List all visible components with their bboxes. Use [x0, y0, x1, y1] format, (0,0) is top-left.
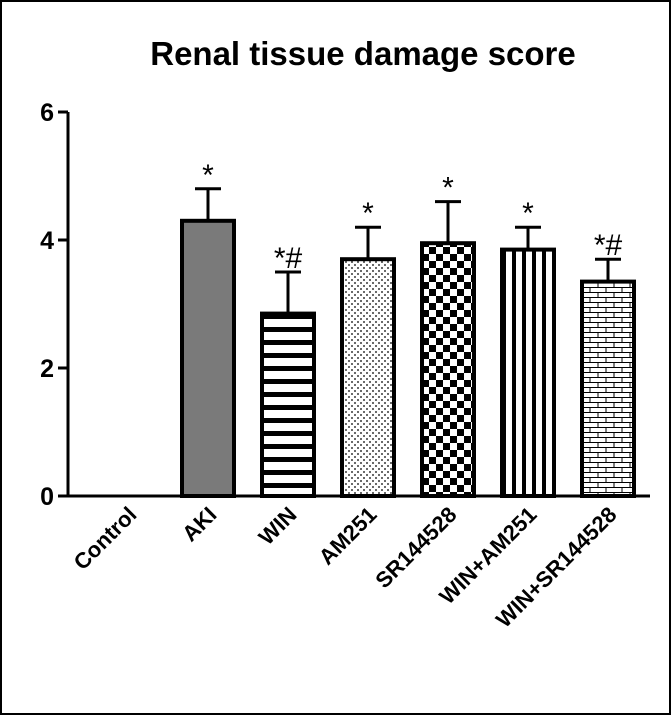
category-labels: Control AKI WIN AM251SR144528WIN+AM251WIN+S… — [69, 502, 622, 633]
significance-marker: * — [522, 197, 534, 230]
x-tick-label: AM251 — [314, 502, 382, 570]
bar — [180, 218, 236, 499]
x-tick-label: Control — [69, 502, 142, 575]
bar — [580, 279, 636, 498]
significance-marker: * — [202, 159, 214, 192]
error-bar — [355, 225, 381, 260]
y-tick-label: 4 — [40, 227, 54, 255]
bar — [260, 311, 316, 498]
significance-marker: * — [442, 172, 454, 205]
significance-marker: *# — [274, 242, 303, 275]
y-tick-label: 0 — [40, 483, 54, 511]
error-bar — [515, 225, 541, 250]
x-tick-label: WIN — [254, 502, 302, 550]
y-axis: 0 2 4 6 — [40, 99, 70, 511]
y-tick-label: 2 — [40, 355, 54, 383]
error-bar — [435, 200, 461, 244]
significance-marker: *# — [594, 229, 623, 262]
y-tick-label: 6 — [40, 99, 54, 127]
error-bar — [275, 270, 301, 314]
bar — [340, 257, 396, 499]
error-bars — [195, 187, 621, 314]
bars — [180, 218, 636, 499]
chart-title: Renal tissue damage score — [150, 35, 576, 72]
bar — [500, 247, 556, 498]
x-tick-label: AKI — [177, 502, 221, 546]
error-bar — [595, 257, 621, 282]
significance-annotations: * *# * * * *# — [202, 159, 622, 275]
error-bar — [195, 187, 221, 221]
significance-marker: * — [362, 197, 374, 230]
bar — [420, 241, 476, 498]
